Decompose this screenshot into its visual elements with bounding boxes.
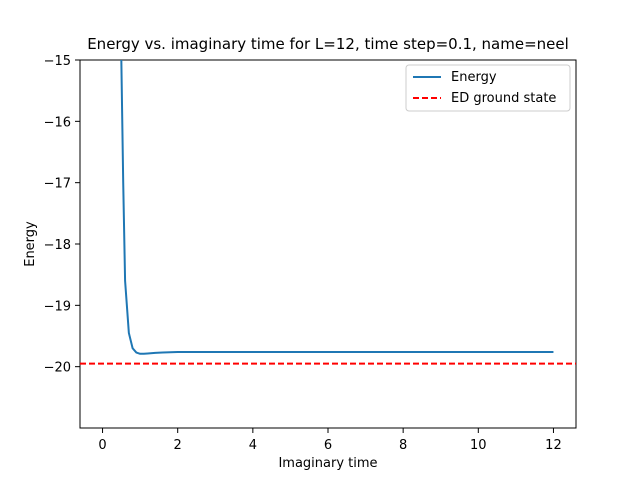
y-tick-label: −19 bbox=[44, 299, 71, 314]
legend-label-ed-ground-state: ED ground state bbox=[451, 91, 556, 106]
x-tick-label: 2 bbox=[174, 438, 182, 453]
x-tick-label: 10 bbox=[470, 438, 487, 453]
x-tick-label: 6 bbox=[324, 438, 332, 453]
x-axis-label: Imaginary time bbox=[278, 456, 377, 471]
y-tick-label: −18 bbox=[44, 238, 71, 253]
x-tick-label: 12 bbox=[545, 438, 562, 453]
x-tick-label: 8 bbox=[399, 438, 407, 453]
x-axis-ticks: 0 2 4 6 8 10 12 bbox=[98, 428, 562, 453]
legend-box bbox=[405, 64, 571, 112]
y-tick-label: −15 bbox=[44, 54, 71, 69]
y-tick-label: −20 bbox=[44, 361, 71, 376]
y-tick-label: −17 bbox=[44, 177, 71, 192]
series-energy-line bbox=[120, 60, 554, 355]
series-layer bbox=[80, 60, 576, 365]
x-tick-label: 0 bbox=[98, 438, 106, 453]
y-axis-ticks: −20 −19 −18 −17 −16 −15 bbox=[44, 54, 80, 376]
y-tick-label: −16 bbox=[44, 115, 71, 130]
y-axis-label: Energy bbox=[23, 221, 38, 267]
x-tick-label: 4 bbox=[249, 438, 257, 453]
plot-area-frame bbox=[79, 59, 577, 429]
legend-label-energy: Energy bbox=[451, 70, 497, 85]
legend: Energy ED ground state bbox=[405, 64, 571, 112]
chart-title: Energy vs. imaginary time for L=12, time… bbox=[87, 35, 569, 53]
